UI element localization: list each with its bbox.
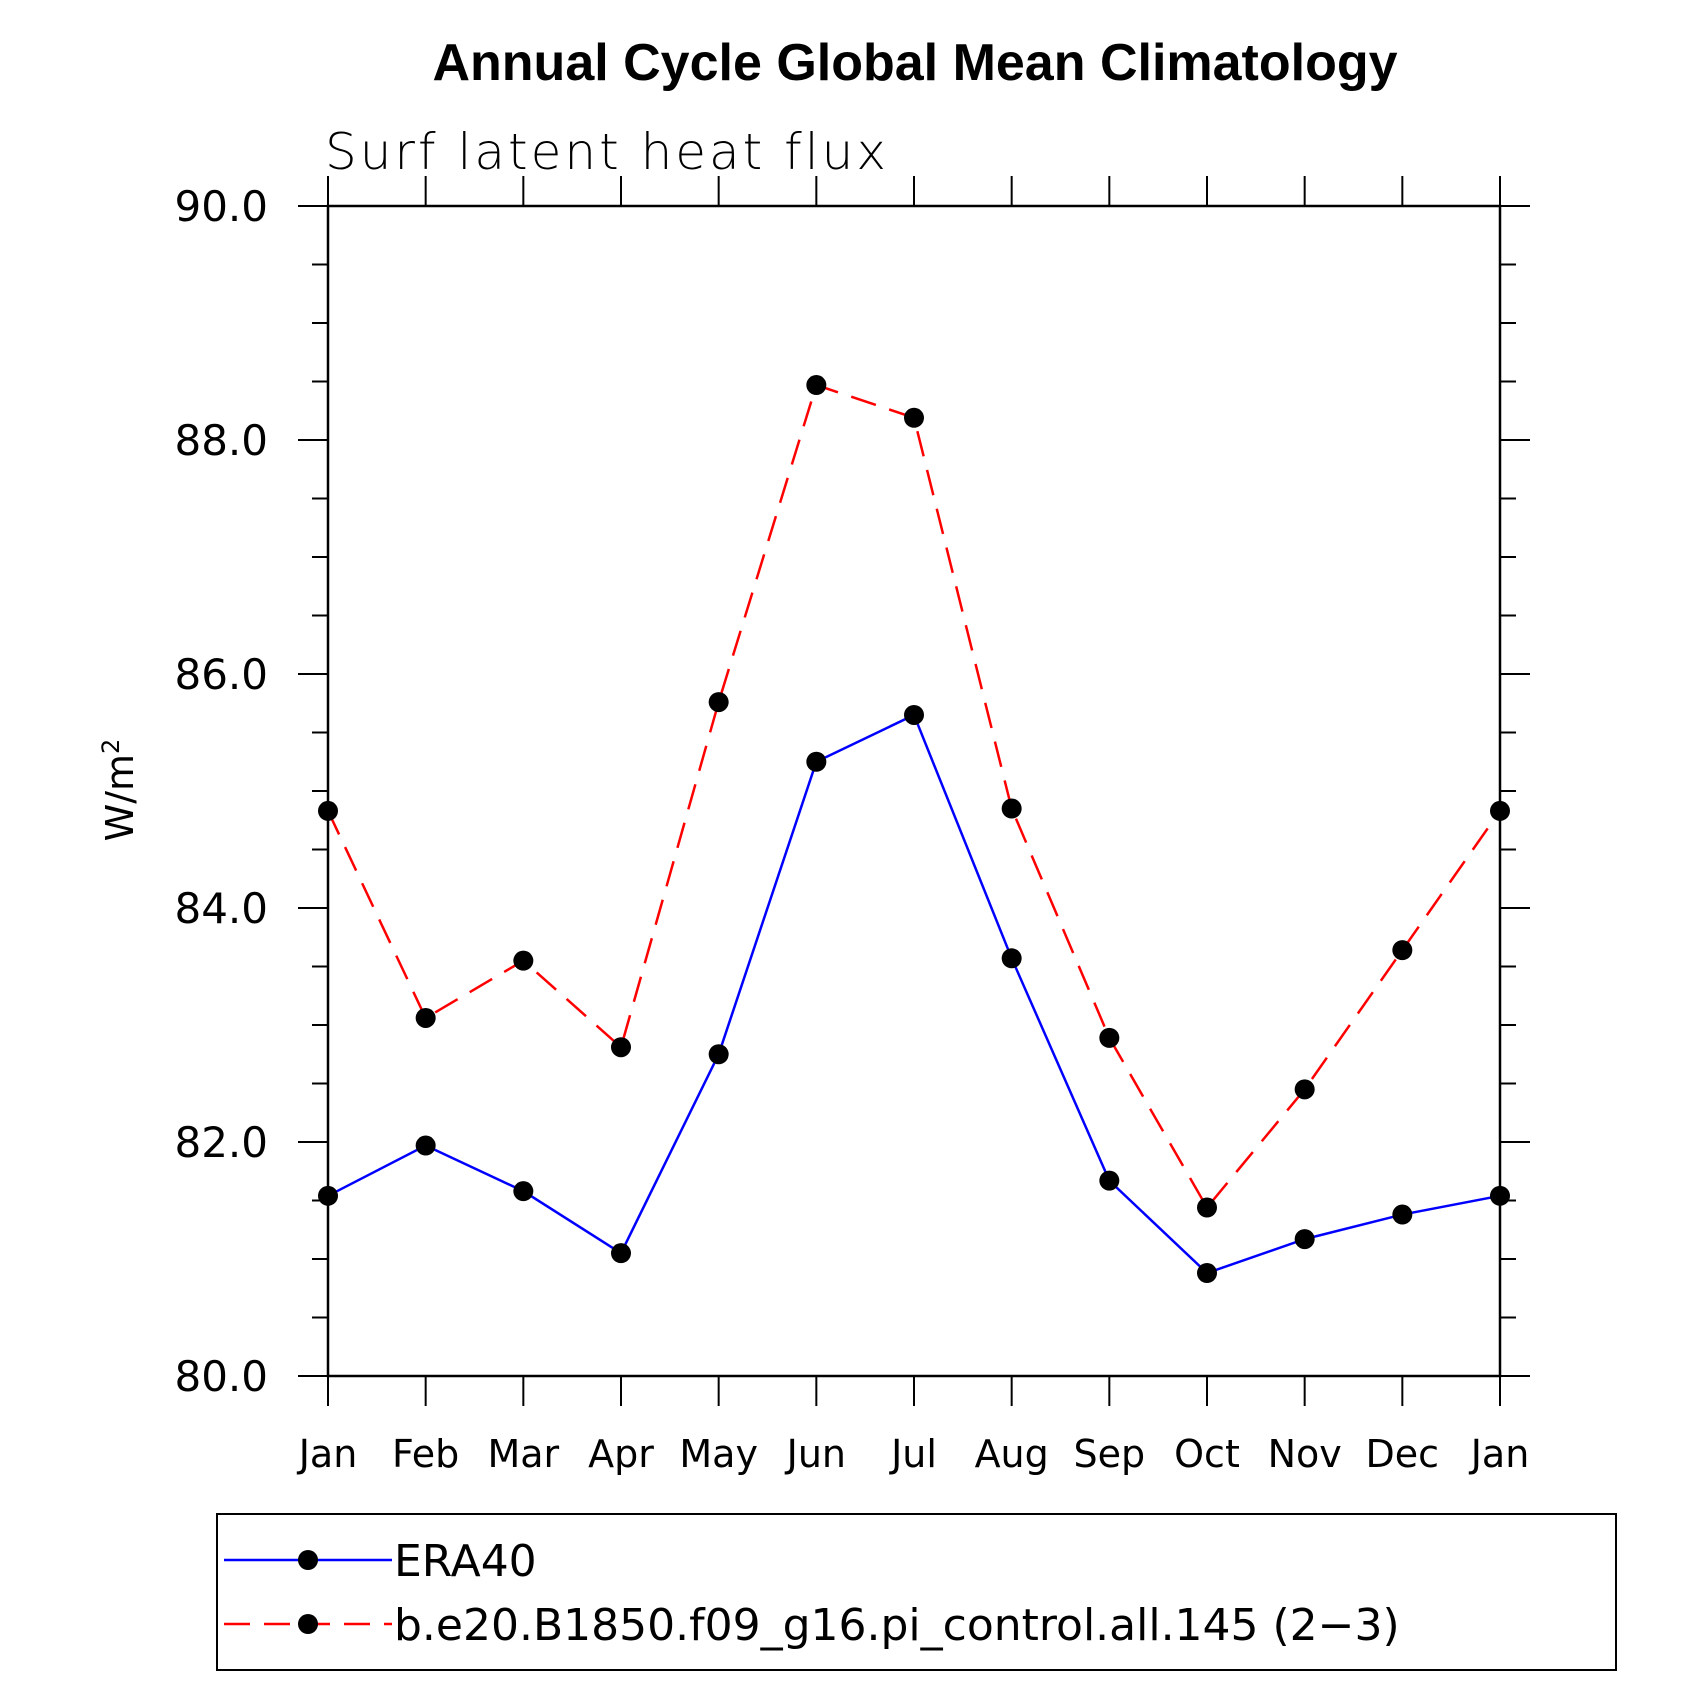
y-tick-label: 86.0 <box>174 650 268 699</box>
x-tick-label: Jan <box>297 1432 358 1476</box>
chart-title: Annual Cycle Global Mean Climatology <box>432 34 1397 92</box>
data-point-0 <box>1392 1204 1413 1225</box>
x-tick-label: Aug <box>975 1432 1049 1476</box>
legend-label-1: b.e20.B1850.f09_g16.pi_control.all.145 (… <box>394 1600 1400 1651</box>
plot-frame <box>326 204 1502 1378</box>
axes: 80.0 82.0 84.0 86.0 88.0 90.0 Jan Feb Mar Apr May J… <box>174 176 1530 1476</box>
data-point-1 <box>1392 940 1413 961</box>
y-tick-label: 80.0 <box>174 1352 268 1401</box>
legend-marker-0 <box>298 1550 318 1570</box>
x-tick-label: Jul <box>889 1432 937 1476</box>
data-point-1 <box>611 1037 631 1058</box>
data-point-1 <box>1490 800 1510 821</box>
y-axis-label-sup: 2 <box>97 739 125 754</box>
y-axis-label: W/m2 <box>97 739 142 842</box>
data-point-1 <box>904 407 924 428</box>
data-point-0 <box>513 1181 534 1202</box>
x-tick-label: Oct <box>1174 1432 1240 1476</box>
legend-box <box>216 1513 1617 1671</box>
y-axis-label-base: W/m <box>98 754 142 841</box>
chart-subtitle: Surf latent heat flux <box>325 123 889 181</box>
data-point-0 <box>611 1243 631 1264</box>
legend-marker-1 <box>298 1614 318 1634</box>
data-point-1 <box>1294 1079 1315 1100</box>
x-tick-label: Apr <box>588 1432 654 1476</box>
data-point-1 <box>1099 1027 1120 1048</box>
x-tick-label: Dec <box>1366 1432 1440 1476</box>
y-tick-label: 82.0 <box>174 1118 268 1167</box>
data-point-0 <box>1490 1185 1510 1206</box>
x-tick-label: Nov <box>1268 1432 1342 1476</box>
y-tick-label: 84.0 <box>174 884 268 933</box>
legend: ERA40 b.e20.B1850.f09_g16.pi_control.all.… <box>216 1513 1617 1671</box>
data-point-0 <box>1099 1170 1120 1191</box>
x-tick-label: Mar <box>487 1432 559 1476</box>
x-tick-label: Jun <box>785 1432 846 1476</box>
data-point-0 <box>806 751 827 772</box>
x-tick-label: Sep <box>1074 1432 1146 1476</box>
data-point-1 <box>513 950 534 971</box>
data-point-0 <box>904 704 924 725</box>
data-point-0 <box>415 1135 436 1156</box>
data-point-1 <box>1197 1197 1217 1218</box>
data-point-0 <box>318 1185 338 1206</box>
data-point-1 <box>318 800 338 821</box>
series-group <box>318 375 1510 1284</box>
data-point-1 <box>708 692 729 713</box>
legend-label-0: ERA40 <box>394 1536 537 1587</box>
data-point-0 <box>1197 1263 1217 1284</box>
data-point-1 <box>415 1007 436 1028</box>
series-line-0 <box>327 713 1501 1275</box>
x-tick-label: May <box>679 1432 758 1476</box>
data-point-0 <box>1001 948 1022 969</box>
data-point-1 <box>806 375 827 396</box>
data-point-0 <box>1294 1229 1315 1250</box>
x-tick-label: Feb <box>392 1432 459 1476</box>
series-line-1 <box>326 383 1502 1210</box>
x-tick-label: Jan <box>1469 1432 1530 1476</box>
y-tick-label: 90.0 <box>174 182 268 231</box>
y-tick-label: 88.0 <box>174 416 268 465</box>
data-point-1 <box>1001 798 1022 819</box>
data-point-0 <box>708 1044 729 1065</box>
